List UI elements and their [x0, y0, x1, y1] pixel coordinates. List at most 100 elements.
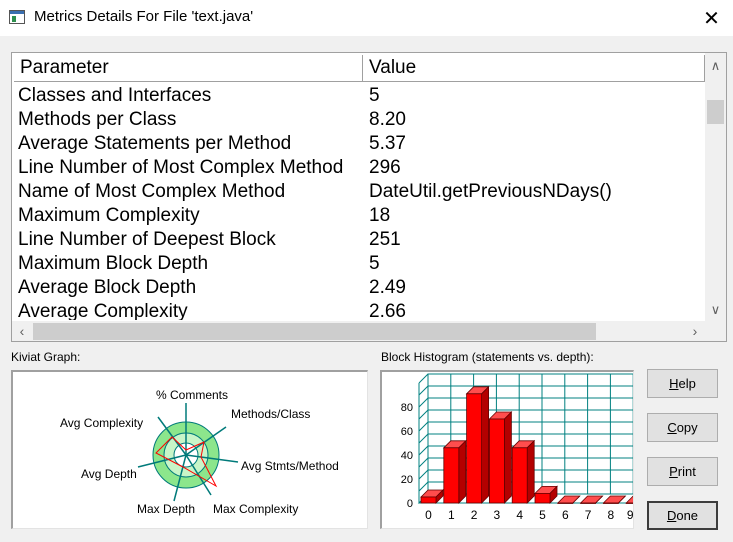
- table-row[interactable]: Classes and Interfaces 5: [14, 84, 704, 108]
- horizontal-scroll-thumb[interactable]: [33, 323, 596, 340]
- scroll-right-arrow-icon[interactable]: ›: [692, 323, 698, 339]
- histogram-bar: [580, 502, 597, 504]
- row-value: 2.66: [369, 301, 406, 320]
- done-label: one: [676, 508, 699, 523]
- histogram-x-tick-label: 3: [494, 508, 501, 522]
- print-label: rint: [677, 464, 696, 479]
- row-value: 5.37: [369, 133, 406, 154]
- histogram-bar: [534, 493, 551, 504]
- vertical-scroll-thumb[interactable]: [707, 100, 724, 124]
- row-parameter: Average Block Depth: [18, 277, 197, 298]
- help-label: elp: [678, 376, 696, 391]
- scroll-left-arrow-icon[interactable]: ‹: [19, 323, 25, 339]
- row-parameter: Line Number of Deepest Block: [18, 229, 276, 250]
- histogram-bar-side: [526, 439, 535, 504]
- kiviat-axis-label-methods: Methods/Class: [231, 407, 310, 421]
- kiviat-axis-label-comments: % Comments: [156, 388, 228, 402]
- kiviat-axis-label-stmts: Avg Stmts/Method: [241, 459, 339, 473]
- kiviat-axis-label-avgdepth: Avg Depth: [81, 467, 137, 481]
- scroll-down-arrow-icon[interactable]: ∨: [710, 302, 721, 317]
- table-row[interactable]: Methods per Class 8.20: [14, 108, 704, 132]
- table-row[interactable]: Average Complexity 2.66: [14, 300, 704, 320]
- histogram-gridline-diag: [418, 397, 429, 408]
- histogram-bar-top: [625, 495, 650, 504]
- table-header: Parameter Value: [14, 55, 705, 82]
- row-value: 251: [369, 229, 401, 250]
- histogram-x-tick-label: 4: [516, 508, 523, 522]
- copy-mnemonic: C: [667, 420, 677, 435]
- row-value: 296: [369, 157, 401, 178]
- histogram-y-tick-label: 80: [401, 402, 413, 414]
- horizontal-scrollbar[interactable]: ‹ ›: [12, 321, 705, 341]
- histogram-gridline-diag: [418, 481, 429, 492]
- histogram-gridline-diag: [418, 457, 429, 468]
- row-parameter: Average Statements per Method: [18, 133, 292, 154]
- histogram-gridline-diag: [418, 409, 429, 420]
- histogram-bar: [511, 447, 528, 504]
- histogram-bar-side: [504, 411, 512, 504]
- row-parameter: Maximum Block Depth: [18, 253, 209, 274]
- histogram-svg: 0 20 40 60 80 0 1 2 3 4 5 6 7 8 9+: [401, 373, 660, 522]
- histogram-bar-side: [572, 495, 581, 504]
- kiviat-axis-label-maxdepth: Max Depth: [137, 502, 195, 516]
- histogram-bar: [557, 502, 574, 504]
- histogram-gridline-diag: [418, 421, 429, 432]
- row-parameter: Classes and Interfaces: [18, 85, 212, 106]
- row-value: 5: [369, 85, 380, 106]
- kiviat-label: Kiviat Graph:: [11, 350, 81, 364]
- histogram-bar: [625, 502, 642, 504]
- table-row[interactable]: Line Number of Deepest Block 251: [14, 228, 704, 252]
- table-row[interactable]: Name of Most Complex Method DateUtil.getP…: [14, 180, 704, 204]
- histogram-gridline-diag: [418, 433, 429, 444]
- row-parameter: Maximum Complexity: [18, 205, 200, 226]
- print-mnemonic: P: [669, 464, 678, 479]
- histogram-y-tick-label: 20: [401, 474, 413, 486]
- vertical-scrollbar[interactable]: ∧ ∨: [705, 53, 726, 321]
- row-value: 5: [369, 253, 380, 274]
- row-value: 2.49: [369, 277, 406, 298]
- table-row[interactable]: Maximum Block Depth 5: [14, 252, 704, 276]
- help-mnemonic: H: [669, 376, 679, 391]
- histogram-bar-side: [458, 439, 467, 504]
- scrollbar-corner: [705, 321, 726, 341]
- histogram-y-tick-label: 40: [401, 450, 413, 462]
- kiviat-axis-avgdepth: [137, 454, 187, 468]
- kiviat-svg: % Comments Methods/Class Avg Stmts/Metho…: [60, 388, 339, 516]
- table-row[interactable]: Maximum Complexity 18: [14, 204, 704, 228]
- histogram-x-tick-label: 7: [585, 508, 592, 522]
- scroll-up-arrow-icon[interactable]: ∧: [710, 58, 721, 73]
- kiviat-axis-stmts: [185, 454, 239, 463]
- kiviat-axis-maxdepth: [173, 454, 187, 502]
- histogram-gridline-diag: [418, 385, 429, 396]
- histogram-gridline-diag: [418, 469, 429, 480]
- histogram-gridline-diag: [418, 373, 429, 384]
- window-icon: [9, 10, 25, 24]
- block-histogram: 0 20 40 60 80 0 1 2 3 4 5 6 7 8 9+: [380, 370, 660, 529]
- kiviat-axis-methods: [185, 426, 227, 456]
- close-button[interactable]: ✕: [703, 7, 720, 30]
- done-mnemonic: D: [666, 508, 677, 523]
- table-row[interactable]: Line Number of Most Complex Method 296: [14, 156, 704, 180]
- row-value: 18: [369, 205, 391, 226]
- histogram-bar: [466, 393, 482, 504]
- kiviat-axis-maxcomplexity: [185, 454, 212, 496]
- row-parameter: Methods per Class: [18, 109, 177, 130]
- column-header-value[interactable]: Value: [363, 55, 705, 82]
- table-row[interactable]: Average Block Depth 2.49: [14, 276, 704, 300]
- kiviat-axis-label-avgcomplexity: Avg Complexity: [60, 416, 143, 430]
- histogram-y-tick-label: 60: [401, 426, 413, 438]
- histogram-label: Block Histogram (statements vs. depth):: [381, 350, 594, 364]
- row-parameter: Name of Most Complex Method: [18, 181, 286, 202]
- row-value: 8.20: [369, 109, 406, 130]
- table-row[interactable]: Average Statements per Method 5.37: [14, 132, 704, 156]
- histogram-gridline-diag: [418, 445, 429, 456]
- histogram-bar-side: [595, 495, 603, 504]
- kiviat-graph: % Comments Methods/Class Avg Stmts/Metho…: [11, 370, 368, 529]
- window-title: Metrics Details For File 'text.java': [34, 8, 254, 25]
- histogram-x-tick-label: 5: [539, 508, 546, 522]
- column-header-parameter[interactable]: Parameter: [14, 55, 363, 82]
